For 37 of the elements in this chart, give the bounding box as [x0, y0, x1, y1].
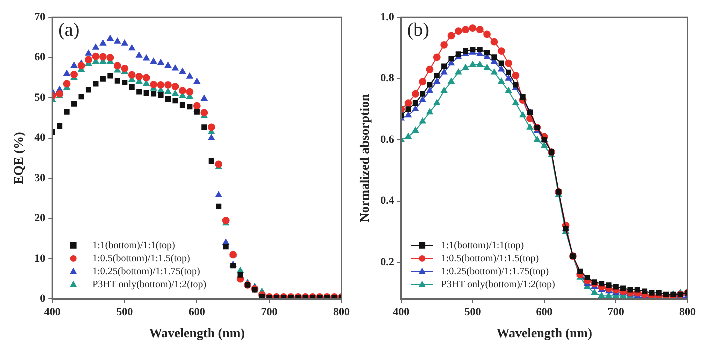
x-tick-label: 400 — [393, 306, 410, 319]
x-tick-label: 700 — [261, 306, 278, 319]
legend-label: 1:1(bottom)/1:1(top) — [441, 240, 524, 252]
x-tick-label: 700 — [608, 306, 625, 319]
y-axis-title: EQE (%) — [11, 132, 26, 185]
annotation: (b) — [407, 20, 430, 42]
legend-label: 1:1(bottom)/1:1(top) — [92, 240, 176, 252]
legend-label: P3HT only(bottom)/1:2(top) — [441, 279, 556, 290]
y-tick-label: 10 — [34, 252, 46, 265]
y-tick-label: 20 — [34, 212, 46, 225]
legend-label: 1:0.25(bottom)/1:1.75(top) — [441, 266, 550, 278]
y-tick-label: 0.8 — [380, 72, 395, 85]
y-tick-label: 70 — [34, 11, 46, 24]
x-tick-label: 600 — [188, 306, 206, 319]
y-tick-label: 0 — [40, 293, 46, 306]
annotation: (a) — [58, 20, 80, 42]
legend-label: P3HT only(bottom)/1:2(top) — [92, 279, 207, 290]
x-tick-label: 800 — [680, 306, 696, 319]
y-tick-label: 0.6 — [380, 134, 395, 146]
legend-label: 1:0.5(bottom)/1:1.5(top) — [441, 253, 540, 264]
x-axis-title: Wavelength (nm) — [496, 326, 592, 341]
y-tick-label: 50 — [34, 92, 46, 104]
y-tick-label: 40 — [34, 132, 46, 144]
y-tick-label: 0.2 — [380, 256, 395, 268]
legend-label: 1:0.5(bottom)/1:1.5(top) — [92, 253, 190, 264]
x-tick-label: 600 — [536, 306, 554, 319]
y-axis-title: Normalized absorption — [357, 94, 372, 222]
x-tick-label: 500 — [116, 306, 134, 319]
y-tick-label: 0.4 — [380, 195, 395, 208]
legend-label: 1:0.25(bottom)/1:1.75(top) — [92, 266, 200, 278]
y-tick-label: 60 — [34, 52, 46, 64]
y-tick-label: 30 — [34, 172, 46, 184]
y-tick-label: 1.0 — [380, 11, 395, 24]
x-tick-label: 800 — [334, 306, 350, 319]
x-tick-label: 500 — [464, 306, 482, 319]
x-axis-title: Wavelength (nm) — [149, 326, 246, 341]
x-tick-label: 400 — [44, 306, 62, 319]
